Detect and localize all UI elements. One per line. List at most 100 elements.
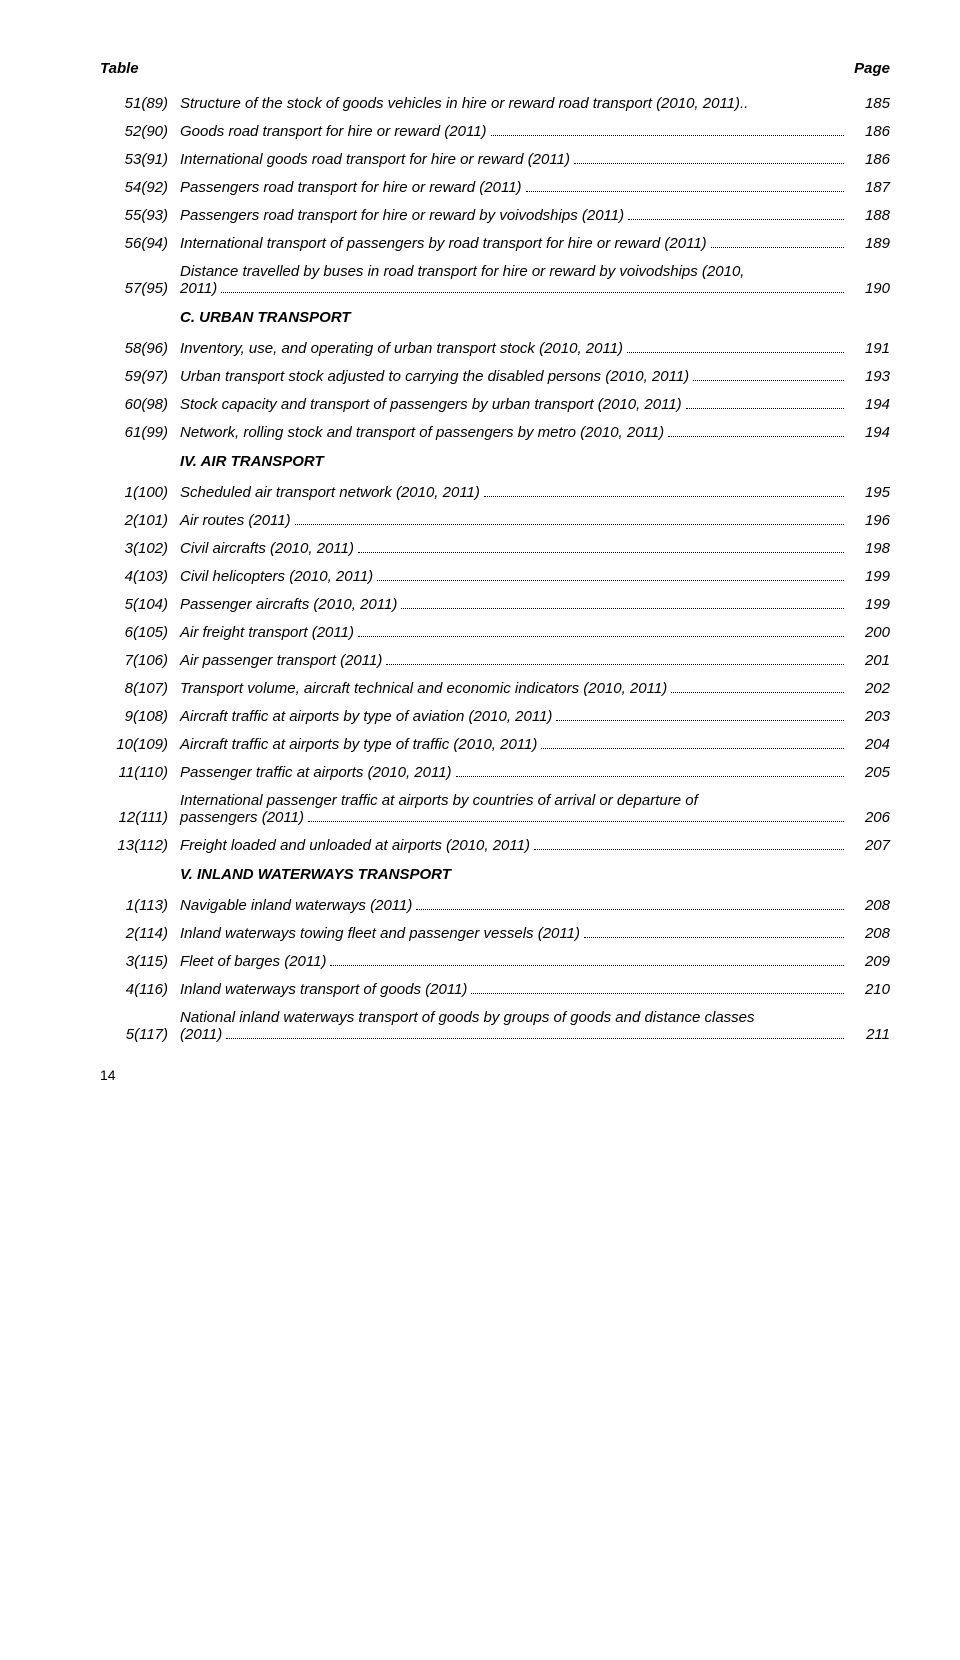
entry-number: 51(89)	[100, 95, 180, 112]
entry-number: 2(114)	[100, 925, 180, 942]
toc-entry: 5(104)Passenger aircrafts (2010, 2011)19…	[100, 596, 890, 613]
entry-text: National inland waterways transport of g…	[180, 1009, 848, 1043]
toc-entry: 3(115)Fleet of barges (2011)209	[100, 953, 890, 970]
section-c-heading: C. URBAN TRANSPORT	[180, 309, 890, 326]
section-iv-heading: IV. AIR TRANSPORT	[180, 453, 890, 470]
toc-entry: 3(102)Civil aircrafts (2010, 2011)198	[100, 540, 890, 557]
toc-entry: 5(117)National inland waterways transpor…	[100, 1009, 890, 1043]
toc-entry: 52(90)Goods road transport for hire or r…	[100, 123, 890, 140]
entry-text: Network, rolling stock and transport of …	[180, 424, 848, 441]
toc-entry: 13(112)Freight loaded and unloaded at ai…	[100, 837, 890, 854]
entry-page: 199	[848, 596, 890, 613]
entry-page: 211	[848, 1026, 890, 1043]
entry-text: Inventory, use, and operating of urban t…	[180, 340, 848, 357]
entry-text: International transport of passengers by…	[180, 235, 848, 252]
entry-number: 5(117)	[100, 1026, 180, 1043]
entry-number: 4(116)	[100, 981, 180, 998]
entry-page: 194	[848, 424, 890, 441]
entry-page: 203	[848, 708, 890, 725]
entry-page: 208	[848, 925, 890, 942]
toc-entry: 9(108)Aircraft traffic at airports by ty…	[100, 708, 890, 725]
entry-text: Passenger traffic at airports (2010, 201…	[180, 764, 848, 781]
toc-entry: 56(94)International transport of passeng…	[100, 235, 890, 252]
toc-entry: 7(106)Air passenger transport (2011)201	[100, 652, 890, 669]
entry-page: 210	[848, 981, 890, 998]
entry-number: 9(108)	[100, 708, 180, 725]
entry-page: 201	[848, 652, 890, 669]
toc-entry: 58(96)Inventory, use, and operating of u…	[100, 340, 890, 357]
entry-number: 60(98)	[100, 396, 180, 413]
entry-page: 186	[848, 123, 890, 140]
entry-text: Air freight transport (2011)	[180, 624, 848, 641]
entry-text: Scheduled air transport network (2010, 2…	[180, 484, 848, 501]
entry-page: 191	[848, 340, 890, 357]
entry-number: 5(104)	[100, 596, 180, 613]
entry-page: 200	[848, 624, 890, 641]
entry-number: 1(100)	[100, 484, 180, 501]
entry-page: 205	[848, 764, 890, 781]
toc-entry: 2(114)Inland waterways towing fleet and …	[100, 925, 890, 942]
toc-entry: 1(100)Scheduled air transport network (2…	[100, 484, 890, 501]
entry-page: 204	[848, 736, 890, 753]
toc-entry: 2(101)Air routes (2011)196	[100, 512, 890, 529]
table-header: Table Page	[100, 60, 890, 77]
toc-entry: 51(89)Structure of the stock of goods ve…	[100, 95, 890, 112]
entry-text: Aircraft traffic at airports by type of …	[180, 736, 848, 753]
entry-text: Goods road transport for hire or reward …	[180, 123, 848, 140]
entry-page: 188	[848, 207, 890, 224]
entry-text: Structure of the stock of goods vehicles…	[180, 95, 848, 112]
entry-text: Fleet of barges (2011)	[180, 953, 848, 970]
entry-number: 12(111)	[100, 809, 180, 826]
toc-entry: 12(111)International passenger traffic a…	[100, 792, 890, 826]
entry-number: 3(115)	[100, 953, 180, 970]
entry-number: 1(113)	[100, 897, 180, 914]
page-number: 14	[100, 1067, 890, 1083]
header-right: Page	[854, 60, 890, 77]
toc-entry: 54(92)Passengers road transport for hire…	[100, 179, 890, 196]
entry-number: 56(94)	[100, 235, 180, 252]
entry-number: 2(101)	[100, 512, 180, 529]
entry-page: 198	[848, 540, 890, 557]
entry-number: 53(91)	[100, 151, 180, 168]
entry-number: 13(112)	[100, 837, 180, 854]
toc-entry: 61(99)Network, rolling stock and transpo…	[100, 424, 890, 441]
entry-page: 194	[848, 396, 890, 413]
entry-text: Inland waterways towing fleet and passen…	[180, 925, 848, 942]
toc-entry: 4(116)Inland waterways transport of good…	[100, 981, 890, 998]
entry-text: International passenger traffic at airpo…	[180, 792, 848, 826]
entry-text: Passenger aircrafts (2010, 2011)	[180, 596, 848, 613]
entry-text: Passengers road transport for hire or re…	[180, 207, 848, 224]
entry-text: Civil aircrafts (2010, 2011)	[180, 540, 848, 557]
entry-number: 52(90)	[100, 123, 180, 140]
toc-entry: 59(97)Urban transport stock adjusted to …	[100, 368, 890, 385]
toc-entry: 4(103)Civil helicopters (2010, 2011)199	[100, 568, 890, 585]
entry-text: International goods road transport for h…	[180, 151, 848, 168]
entry-page: 208	[848, 897, 890, 914]
entry-number: 10(109)	[100, 736, 180, 753]
entry-text: Distance travelled by buses in road tran…	[180, 263, 848, 297]
toc-entry: 1(113)Navigable inland waterways (2011)2…	[100, 897, 890, 914]
entry-page: 193	[848, 368, 890, 385]
entry-number: 7(106)	[100, 652, 180, 669]
header-left: Table	[100, 60, 139, 77]
entry-number: 6(105)	[100, 624, 180, 641]
entry-text: Urban transport stock adjusted to carryi…	[180, 368, 848, 385]
entry-page: 202	[848, 680, 890, 697]
section-v-heading: V. INLAND WATERWAYS TRANSPORT	[180, 866, 890, 883]
entry-number: 59(97)	[100, 368, 180, 385]
entry-text: Freight loaded and unloaded at airports …	[180, 837, 848, 854]
entry-page: 196	[848, 512, 890, 529]
entry-page: 189	[848, 235, 890, 252]
toc-entry: 10(109)Aircraft traffic at airports by t…	[100, 736, 890, 753]
entry-number: 58(96)	[100, 340, 180, 357]
entry-text: Civil helicopters (2010, 2011)	[180, 568, 848, 585]
entry-text: Inland waterways transport of goods (201…	[180, 981, 848, 998]
entry-number: 8(107)	[100, 680, 180, 697]
entry-text: Transport volume, aircraft technical and…	[180, 680, 848, 697]
toc-entry: 57(95)Distance travelled by buses in roa…	[100, 263, 890, 297]
entry-text: Passengers road transport for hire or re…	[180, 179, 848, 196]
entry-text: Navigable inland waterways (2011)	[180, 897, 848, 914]
entry-page: 186	[848, 151, 890, 168]
entry-text: Stock capacity and transport of passenge…	[180, 396, 848, 413]
entry-page: 209	[848, 953, 890, 970]
